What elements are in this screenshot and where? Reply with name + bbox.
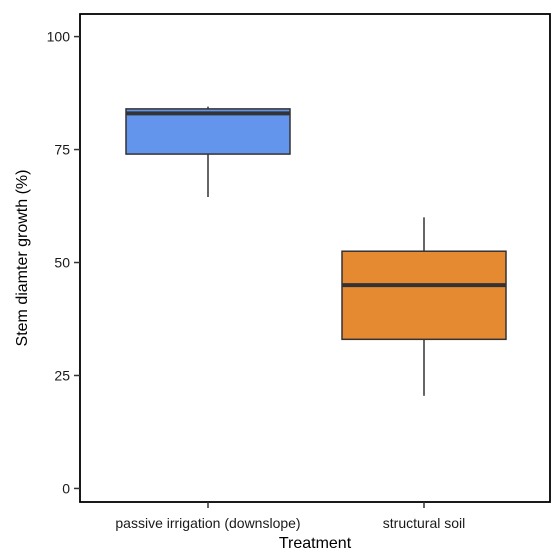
y-axis-ticks: 0 25 50 75 100 bbox=[47, 29, 80, 496]
x-tick-label: structural soil bbox=[383, 515, 465, 531]
x-axis-ticks: passive irrigation (downslope) structural… bbox=[115, 502, 465, 531]
y-axis-title: Stem diamter growth (%) bbox=[14, 170, 31, 347]
x-axis-title: Treatment bbox=[279, 535, 352, 552]
y-tick-label: 0 bbox=[62, 480, 70, 496]
y-tick-label: 50 bbox=[54, 255, 70, 271]
boxes bbox=[125, 106, 507, 396]
x-tick-label: passive irrigation (downslope) bbox=[115, 515, 300, 531]
y-tick-label: 25 bbox=[54, 367, 70, 383]
box-iqr bbox=[125, 108, 291, 155]
box-iqr bbox=[341, 250, 507, 341]
y-tick-label: 100 bbox=[47, 29, 71, 45]
y-tick-label: 75 bbox=[54, 142, 70, 158]
